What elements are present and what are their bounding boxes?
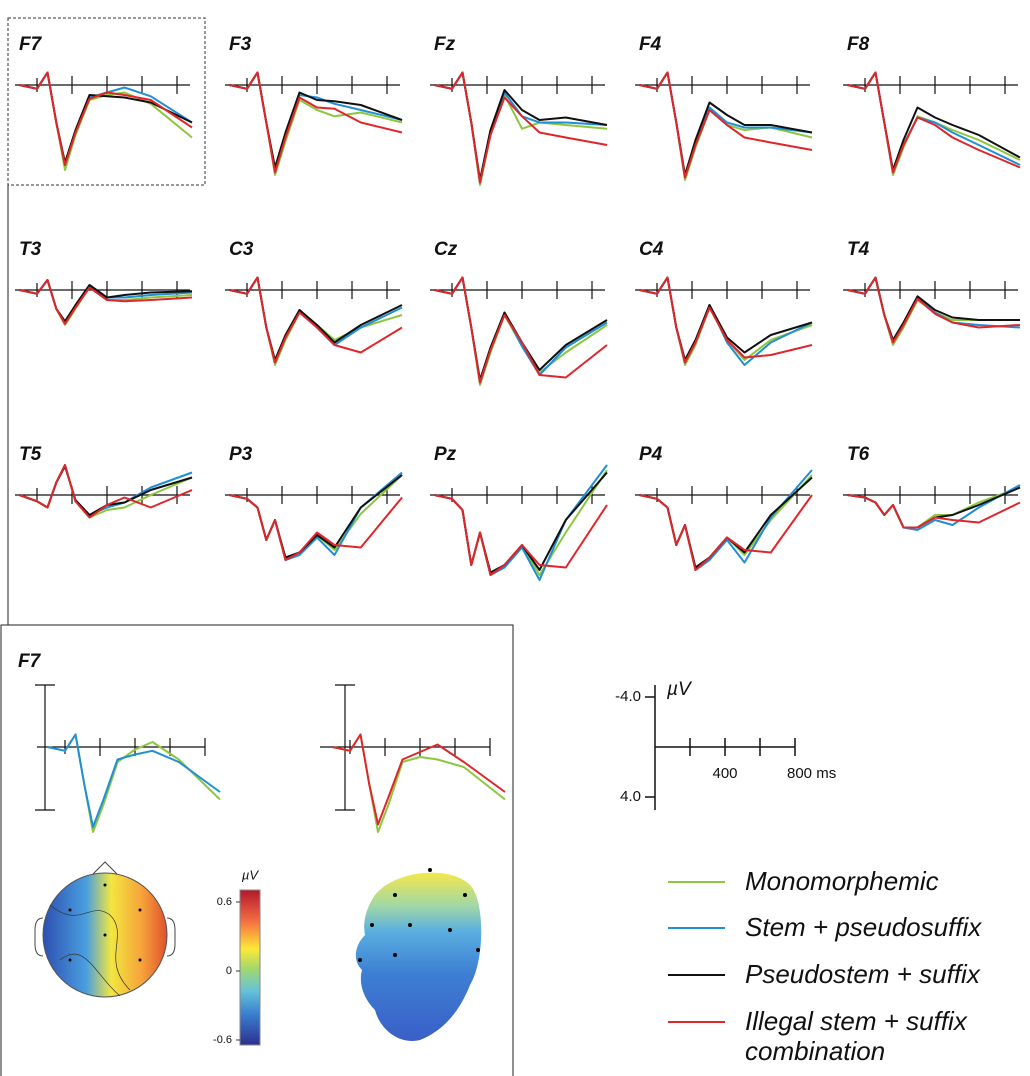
waveform	[230, 73, 403, 173]
scale-y-label: -4.0	[615, 688, 641, 705]
waveform	[640, 475, 813, 570]
waveform	[435, 278, 608, 383]
waveform	[640, 470, 813, 570]
waveform	[230, 73, 403, 171]
waveform	[435, 73, 608, 186]
colorbar	[240, 890, 260, 1045]
waveform	[20, 280, 193, 323]
waveform	[640, 73, 813, 181]
waveform	[435, 470, 608, 575]
electrode-label: Cz	[434, 239, 458, 260]
topo-map	[35, 862, 175, 997]
electrode-label: T5	[19, 444, 42, 465]
waveform	[230, 278, 403, 366]
waveform	[230, 475, 403, 560]
electrode-label: C3	[229, 239, 254, 260]
colorbar-label: 0	[226, 965, 232, 977]
legend-label: Illegal stem + suffix combination	[745, 1006, 1030, 1066]
electrode-label: T3	[19, 239, 42, 260]
waveform	[848, 278, 1021, 341]
waveform	[435, 278, 608, 383]
electrode-label: F8	[847, 34, 870, 55]
legend-label: Pseudostem + suffix	[745, 959, 1030, 989]
figure: F7 F3 Fz F4 F8 T3 C3 Cz C4 T4 T5 P3 Pz P4 T6 F7 µV -4.0 4.…	[0, 0, 1030, 1076]
electrode-label: Pz	[434, 444, 457, 465]
waveform	[20, 73, 193, 166]
colorbar-label: -0.6	[213, 1034, 232, 1046]
waveform	[435, 473, 608, 573]
waveform	[48, 735, 221, 828]
waveform	[20, 465, 193, 518]
electrode-label: F3	[229, 34, 252, 55]
waveform	[640, 495, 813, 570]
waveform	[230, 475, 403, 558]
waveform	[640, 73, 813, 178]
legend-label: Stem + pseudosuffix	[745, 912, 1030, 942]
waveform	[20, 465, 193, 515]
scale-x-label: 800 ms	[787, 765, 836, 782]
head-3d	[356, 868, 481, 1041]
waveform	[230, 73, 403, 176]
waveform	[435, 495, 608, 575]
electrode-label: T6	[847, 444, 870, 465]
scale-y-label: 4.0	[620, 788, 641, 805]
electrode-label: F4	[639, 34, 662, 55]
waveform	[20, 73, 193, 166]
colorbar-unit: µV	[242, 867, 259, 882]
electrode-label: C4	[639, 239, 664, 260]
legend-label: Monomorphemic	[745, 866, 1030, 896]
colorbar-label: 0.6	[217, 896, 232, 908]
electrode-label: F7	[18, 651, 42, 672]
waveform	[20, 280, 193, 321]
electrode-label: Fz	[434, 34, 456, 55]
waveform	[435, 465, 608, 580]
waveform	[848, 485, 1021, 530]
waveform	[48, 735, 221, 833]
scale-unit: µV	[666, 679, 693, 700]
electrode-label: P4	[639, 444, 663, 465]
electrode-label: T4	[847, 239, 870, 260]
waveform	[230, 73, 403, 168]
electrode-label: F7	[19, 34, 43, 55]
waveform	[20, 280, 193, 325]
waveform	[230, 495, 403, 560]
waveform	[333, 735, 506, 833]
scale-x-label: 400	[712, 765, 737, 782]
electrode-label: P3	[229, 444, 253, 465]
waveform	[640, 478, 813, 568]
waveform	[20, 73, 193, 171]
waveform	[20, 280, 193, 324]
waveform	[435, 278, 608, 386]
waveform	[230, 473, 403, 561]
